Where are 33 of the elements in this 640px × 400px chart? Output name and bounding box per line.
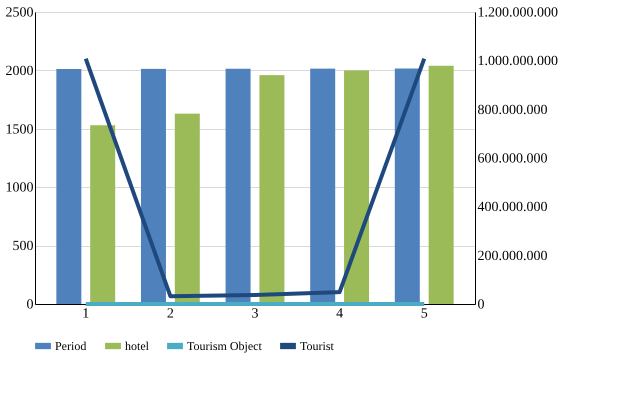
bar (428, 66, 454, 304)
x-tick-label: 4 (336, 306, 344, 322)
x-tick-label: 1 (82, 306, 90, 322)
bar (56, 69, 82, 304)
legend-label: Tourist (300, 339, 334, 353)
bar (226, 68, 251, 304)
legend-label: Period (55, 339, 86, 353)
x-tick-label: 3 (252, 306, 258, 322)
y2-tick-label: 600.000.000 (478, 152, 548, 166)
bar (394, 68, 420, 304)
y-tick-label: 2000 (6, 64, 34, 79)
bar (174, 114, 200, 304)
bar (344, 70, 370, 304)
bar (259, 75, 284, 304)
y-tick-label: 1500 (6, 122, 34, 138)
bar (140, 68, 166, 304)
y-tick-label: 2500 (6, 6, 34, 20)
bar (90, 125, 116, 304)
x-tick-label: 2 (166, 306, 174, 322)
y2-tick-label: 0 (478, 298, 484, 312)
legend-label: Tourism Object (187, 339, 262, 353)
y2-tick-label: 200.000.000 (478, 248, 548, 264)
y-tick-label: 1000 (6, 180, 34, 196)
bar (310, 68, 336, 304)
line-series (84, 56, 426, 298)
y-tick-label: 0 (26, 298, 34, 312)
y2-tick-label: 1.200.000.000 (478, 6, 558, 20)
y2-tick-label: 400.000.000 (478, 200, 548, 216)
y2-tick-label: 800.000.000 (478, 102, 548, 118)
x-tick-label: 5 (420, 306, 428, 322)
y-tick-label: 500 (12, 239, 34, 254)
legend-label: hotel (125, 339, 150, 353)
y2-tick-label: 1.000.000.000 (478, 54, 558, 70)
